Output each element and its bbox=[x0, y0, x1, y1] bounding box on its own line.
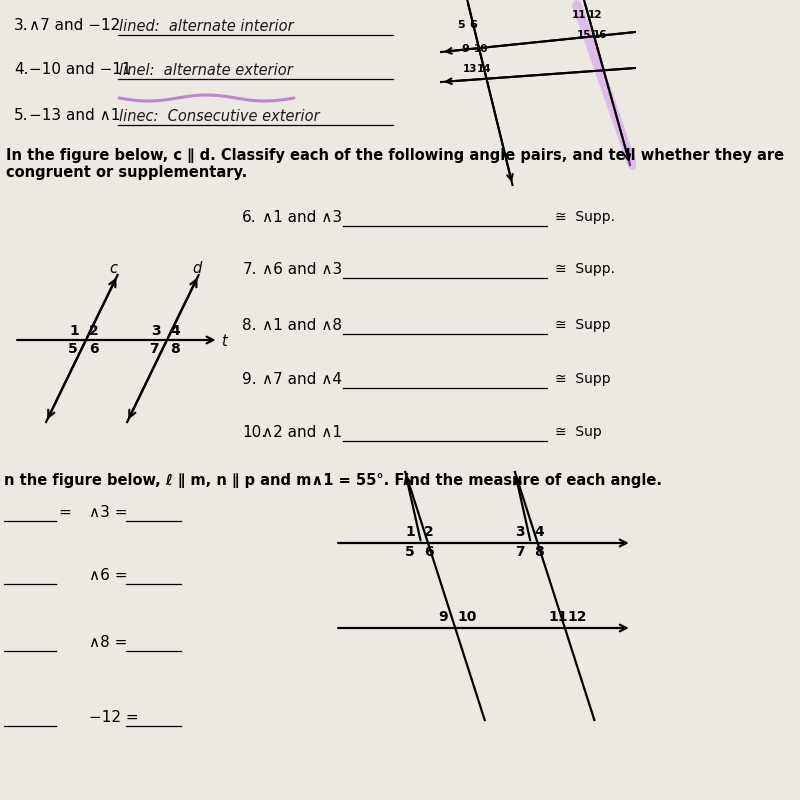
Text: 3.: 3. bbox=[14, 18, 29, 33]
Text: 8.: 8. bbox=[242, 318, 257, 333]
Text: lined:  alternate interior: lined: alternate interior bbox=[119, 19, 294, 34]
Text: ≅  Supp.: ≅ Supp. bbox=[554, 262, 614, 276]
Text: 13: 13 bbox=[462, 64, 477, 74]
Text: 12: 12 bbox=[588, 10, 602, 20]
Text: d: d bbox=[192, 261, 202, 276]
Text: ≅  Supp: ≅ Supp bbox=[554, 372, 610, 386]
Text: ≅  Supp: ≅ Supp bbox=[554, 318, 610, 332]
Text: 4: 4 bbox=[170, 324, 180, 338]
Text: 8: 8 bbox=[534, 545, 544, 559]
Text: ≅  Sup: ≅ Sup bbox=[554, 425, 602, 439]
Text: ∧7 and −12: ∧7 and −12 bbox=[29, 18, 120, 33]
Text: 5: 5 bbox=[68, 342, 78, 356]
Text: 6: 6 bbox=[470, 20, 478, 30]
Text: ∧1 and ∧3: ∧1 and ∧3 bbox=[262, 210, 342, 225]
Text: 10.: 10. bbox=[242, 425, 266, 440]
Text: n the figure below, ℓ ∥ m, n ∥ p and m∧1 = 55°. Find the measure of each angle.: n the figure below, ℓ ∥ m, n ∥ p and m∧1… bbox=[4, 473, 662, 488]
Text: 2: 2 bbox=[89, 324, 98, 338]
Text: 3: 3 bbox=[151, 324, 161, 338]
Text: 5.: 5. bbox=[14, 108, 29, 123]
Text: 12: 12 bbox=[567, 610, 587, 624]
Text: 7: 7 bbox=[150, 342, 159, 356]
Text: 6.: 6. bbox=[242, 210, 257, 225]
Text: 5: 5 bbox=[406, 545, 415, 559]
Text: linel:  alternate exterior: linel: alternate exterior bbox=[119, 63, 293, 78]
Text: −13 and ∧1: −13 and ∧1 bbox=[29, 108, 120, 123]
Text: 8: 8 bbox=[170, 342, 180, 356]
Text: 1: 1 bbox=[406, 525, 415, 539]
Text: 6: 6 bbox=[424, 545, 434, 559]
Text: ∧2 and ∧1: ∧2 and ∧1 bbox=[262, 425, 342, 440]
Text: 11: 11 bbox=[548, 610, 568, 624]
Text: 4.: 4. bbox=[14, 62, 29, 77]
Text: ∧1 and ∧8: ∧1 and ∧8 bbox=[262, 318, 342, 333]
Text: ∧6 and ∧3: ∧6 and ∧3 bbox=[262, 262, 342, 277]
Text: 7.: 7. bbox=[242, 262, 257, 277]
Text: 2: 2 bbox=[424, 525, 434, 539]
Text: ∧7 and ∧4: ∧7 and ∧4 bbox=[262, 372, 342, 387]
Text: ∧3 =: ∧3 = bbox=[89, 505, 127, 520]
Text: 5: 5 bbox=[458, 20, 466, 30]
Text: c: c bbox=[110, 261, 118, 276]
Text: 9: 9 bbox=[462, 44, 470, 54]
Text: 11: 11 bbox=[572, 10, 586, 20]
Text: 15: 15 bbox=[577, 30, 591, 40]
Text: 1: 1 bbox=[70, 324, 80, 338]
Text: −12 =: −12 = bbox=[89, 710, 138, 725]
Text: 3: 3 bbox=[515, 525, 525, 539]
Text: t: t bbox=[221, 334, 226, 349]
Text: 10: 10 bbox=[474, 44, 488, 54]
Text: 6: 6 bbox=[89, 342, 98, 356]
Text: 4: 4 bbox=[534, 525, 544, 539]
Text: 14: 14 bbox=[477, 64, 491, 74]
Text: In the figure below, c ∥ d. Classify each of the following angle pairs, and tell: In the figure below, c ∥ d. Classify eac… bbox=[6, 148, 785, 180]
Text: ∧8 =: ∧8 = bbox=[89, 635, 127, 650]
Text: 16: 16 bbox=[593, 30, 607, 40]
Text: 9.: 9. bbox=[242, 372, 257, 387]
Text: linec:  Consecutive exterior: linec: Consecutive exterior bbox=[119, 109, 320, 124]
Text: ∧6 =: ∧6 = bbox=[89, 568, 127, 583]
Text: ≅  Supp.: ≅ Supp. bbox=[554, 210, 614, 224]
Text: 10: 10 bbox=[458, 610, 477, 624]
Text: 7: 7 bbox=[515, 545, 525, 559]
Text: −10 and −11: −10 and −11 bbox=[29, 62, 131, 77]
Text: 9: 9 bbox=[438, 610, 448, 624]
Text: =: = bbox=[58, 505, 70, 520]
